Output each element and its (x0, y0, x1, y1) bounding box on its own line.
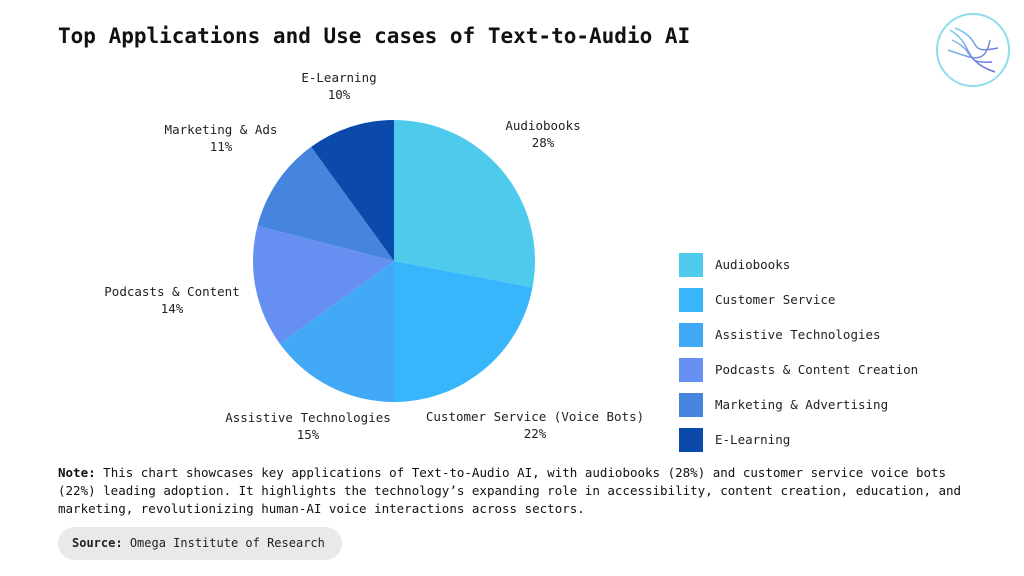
pie-slice (257, 146, 394, 261)
chart: Top Applications and Use cases of Text-t… (58, 13, 1010, 452)
source: Source: Omega Institute of Research (58, 527, 342, 560)
slice-label: Audiobooks (505, 118, 580, 133)
chart-title: Top Applications and Use cases of Text-t… (58, 24, 690, 48)
legend-swatch (679, 323, 703, 347)
pie-slice (394, 261, 533, 402)
note-text: This chart showcases key applications of… (58, 465, 962, 516)
value-label: 15% (297, 427, 320, 442)
logo (936, 13, 1010, 87)
legend-swatch (679, 428, 703, 452)
pie-slice (394, 120, 535, 288)
legend-swatch (679, 393, 703, 417)
legend-label: Marketing & Advertising (715, 397, 888, 412)
value-label: 22% (524, 426, 547, 441)
pie-slice (311, 120, 394, 261)
source-label: Source: (72, 536, 123, 550)
legend-label: Assistive Technologies (715, 327, 881, 342)
value-label: 10% (328, 87, 351, 102)
legend-swatch (679, 288, 703, 312)
slice-label: Marketing & Ads (165, 122, 278, 137)
legend-label: Customer Service (715, 292, 835, 307)
source-text: Omega Institute of Research (129, 536, 325, 550)
slice-label: E-Learning (301, 70, 376, 85)
slice-label: Customer Service (Voice Bots) (426, 409, 644, 424)
slice-label: Podcasts & Content (104, 284, 239, 299)
legend-label: E-Learning (715, 432, 790, 447)
note: Note: This chart showcases key applicati… (58, 464, 978, 518)
value-label: 11% (210, 139, 233, 154)
legend-swatch (679, 253, 703, 277)
value-label: 14% (161, 301, 184, 316)
pie-slice (279, 261, 394, 402)
legend-label: Podcasts & Content Creation (715, 362, 918, 377)
note-label: Note: (58, 465, 96, 480)
slice-label: Assistive Technologies (225, 410, 391, 425)
pie-slice (253, 225, 394, 344)
legend-label: Audiobooks (715, 257, 790, 272)
legend-swatch (679, 358, 703, 382)
value-label: 28% (532, 135, 555, 150)
